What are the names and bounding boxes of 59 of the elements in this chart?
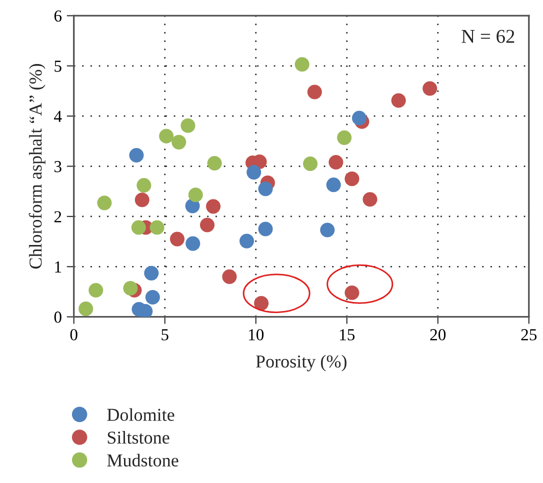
point [172, 134, 186, 150]
point [78, 302, 94, 316]
y-tick-label: 3 [54, 161, 62, 172]
point [97, 196, 112, 210]
point [134, 192, 150, 208]
point [150, 220, 164, 235]
point [138, 304, 153, 317]
point [422, 81, 438, 96]
point [144, 266, 159, 280]
point [88, 282, 104, 298]
point [222, 269, 237, 284]
point [129, 148, 144, 163]
point [207, 156, 222, 171]
point [136, 178, 152, 193]
y-tick-label: 6 [54, 10, 62, 22]
point [188, 188, 203, 202]
legend-label: Mudstone [107, 454, 178, 467]
legend-label: Dolomite [107, 408, 174, 421]
x-tick-label: 20 [430, 329, 446, 340]
x-tick-label: 15 [340, 329, 355, 340]
x-tick-label: 10 [248, 329, 264, 340]
point [344, 172, 360, 186]
point [239, 234, 254, 248]
x-tick-label: 25 [521, 329, 537, 340]
legend-label: Siltstone [108, 431, 170, 444]
point [320, 222, 335, 238]
point [258, 222, 273, 236]
point [362, 192, 378, 207]
y-tick-label: 5 [54, 60, 62, 72]
point [123, 280, 138, 296]
point [344, 285, 360, 300]
point [337, 130, 352, 145]
point [258, 182, 273, 196]
point [307, 84, 322, 100]
point [159, 128, 174, 144]
point [186, 236, 200, 251]
x-tick-label: 5 [162, 329, 168, 340]
point [352, 110, 367, 126]
point [303, 156, 318, 172]
point [206, 199, 221, 214]
point [145, 290, 160, 305]
y-tick-label: 0 [54, 312, 62, 323]
point [326, 178, 341, 192]
x-tick-label: 0 [70, 329, 78, 340]
point [246, 165, 262, 180]
point [180, 118, 196, 133]
annotation: N = 62 [462, 30, 514, 43]
point [131, 220, 146, 235]
y-tick-label: 2 [54, 211, 62, 222]
y-tick-label: 4 [54, 110, 62, 122]
point [170, 232, 185, 246]
x-axis-title: Porosity (%) [256, 354, 346, 372]
point [294, 57, 310, 72]
y-tick-label: 1 [55, 261, 62, 272]
point [254, 296, 269, 311]
point [328, 154, 344, 170]
y-axis-title: Chloroform asphalt “A” (%) [28, 64, 46, 269]
point [200, 218, 215, 232]
point [391, 93, 406, 108]
